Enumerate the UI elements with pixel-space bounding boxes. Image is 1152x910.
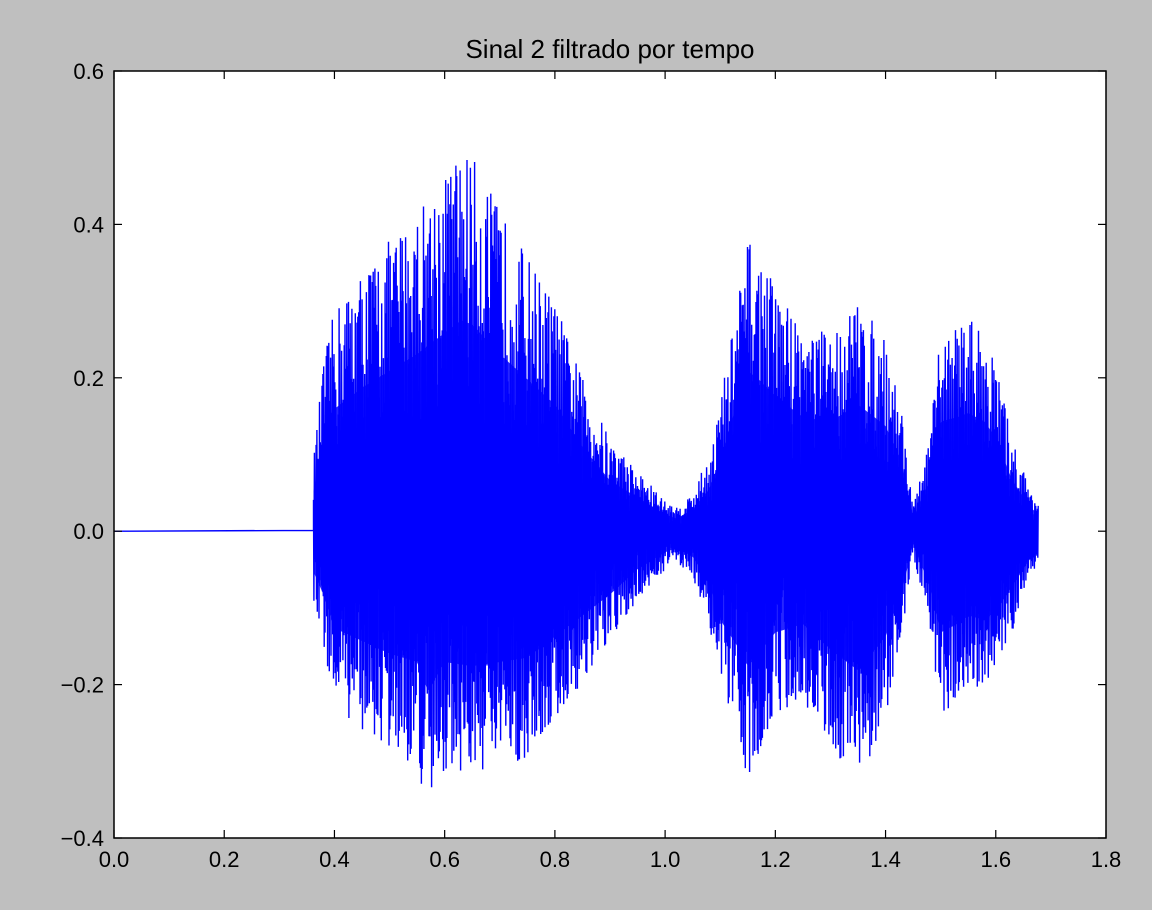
series-layer: [113, 159, 1039, 788]
y-tick-label: 0.0: [73, 519, 104, 544]
y-tick-label: 0.4: [73, 212, 104, 237]
x-tick-label: 1.6: [980, 847, 1011, 872]
y-tick-label: −0.4: [61, 826, 104, 851]
signal-core: [313, 320, 1039, 691]
x-tick-label: 0.4: [319, 847, 350, 872]
ticks-layer: 0.0 0.2 0.4 0.6 0.8 1.0 1.2 1.4 1.6 1.8 −0.4 −0.2 0.…: [61, 59, 1122, 872]
x-tick-label: 0.2: [209, 847, 240, 872]
chart-title: Sinal 2 filtrado por tempo: [465, 34, 754, 64]
y-tick-label: −0.2: [61, 673, 104, 698]
x-tick-label: 1.0: [650, 847, 681, 872]
y-tick-label: 0.6: [73, 59, 104, 84]
x-tick-label: 0.8: [540, 847, 571, 872]
plot-frame: [113, 70, 1107, 839]
x-tick-label: 1.2: [760, 847, 791, 872]
y-tick-label: 0.2: [73, 366, 104, 391]
x-tick-label: 0.6: [429, 847, 460, 872]
x-tick-label: 1.4: [870, 847, 901, 872]
x-tick-label: 0.0: [99, 847, 130, 872]
x-tick-label: 1.8: [1091, 847, 1122, 872]
